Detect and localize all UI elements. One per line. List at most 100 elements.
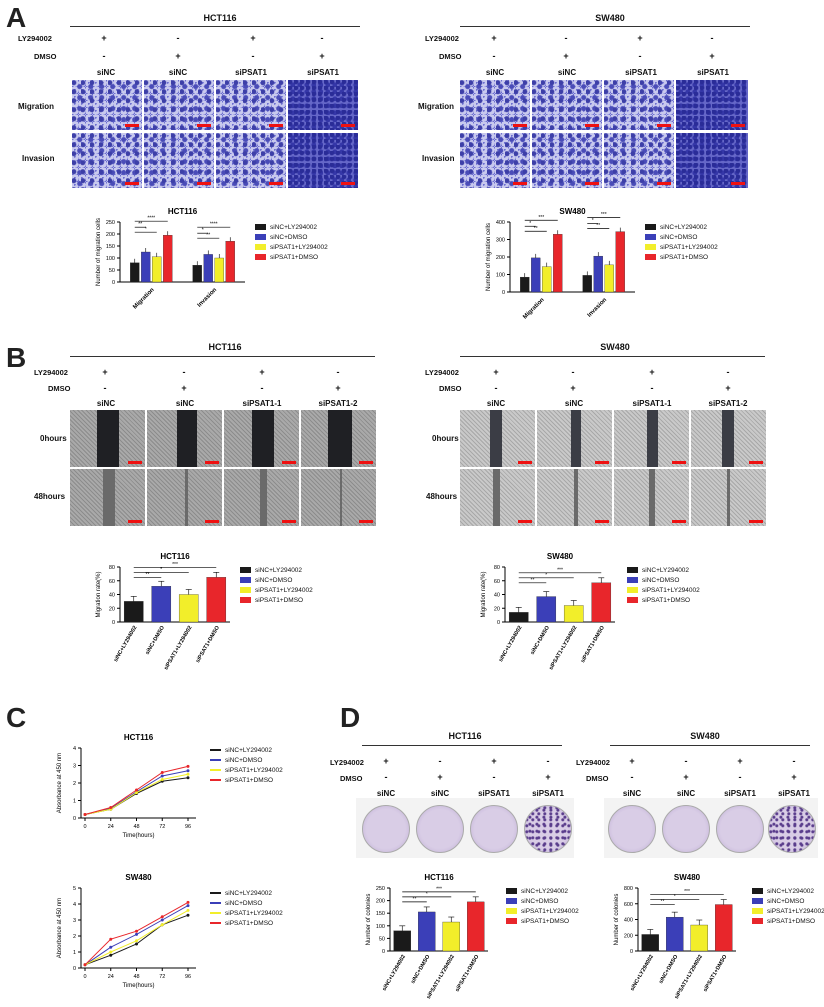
micrograph <box>532 133 602 188</box>
bar <box>715 904 733 952</box>
a-hct-dmso-sign: - <box>251 51 255 61</box>
panel-d-sw-ly-label: LY294002 <box>576 758 610 767</box>
significance-label: * <box>145 227 147 233</box>
legend-swatch <box>627 597 638 603</box>
a-hct-col-label: siPSAT1 <box>307 68 339 77</box>
micrograph <box>216 133 286 188</box>
category-label: siNC+LY294002 <box>381 954 407 992</box>
panel-letter-c: C <box>6 702 27 733</box>
legend-swatch <box>255 244 266 250</box>
category-label: siPSAT1+LY294002 <box>674 954 704 1000</box>
chart-title: SW480 <box>125 873 152 882</box>
y-tick-label: 3 <box>73 764 76 770</box>
scratch-image <box>147 410 222 467</box>
micrograph <box>144 133 214 188</box>
a-hct-ly-sign: + <box>101 33 107 43</box>
panel-d-hct-dmso-label: DMSO <box>340 774 363 783</box>
a-sw-dmso-sign: - <box>492 51 496 61</box>
b-hct-col-label: siPSAT1-2 <box>318 399 358 408</box>
panel-a-hct-ly-label: LY294002 <box>18 34 52 43</box>
significance-label: * <box>202 228 204 234</box>
y-tick-label: 40 <box>109 593 115 599</box>
y-tick-label: 4 <box>73 902 76 908</box>
colony-plate-sw480 <box>604 798 818 858</box>
d-sw-col-label: siNC <box>622 789 642 798</box>
a-sw-col-label: siNC <box>557 68 577 77</box>
data-point <box>186 772 190 776</box>
category-label: siNC+LY294002 <box>498 625 524 663</box>
legend-swatch <box>752 908 763 914</box>
b-hct-ly-sign: + <box>259 367 265 377</box>
legend-label: siNC+DMSO <box>270 233 308 241</box>
d-sw-col-label: siPSAT1 <box>724 789 756 798</box>
series-line <box>84 777 189 815</box>
bar <box>163 235 173 283</box>
legend-swatch <box>752 898 763 904</box>
y-tick-label: 4 <box>73 746 76 752</box>
b-hct-col-label: siPSAT1-1 <box>242 399 282 408</box>
significance-label: * <box>592 218 594 224</box>
bar <box>206 577 227 623</box>
d-hct-col-label: siPSAT1 <box>478 789 510 798</box>
y-tick-label: 2 <box>73 934 76 940</box>
a-hct-col-label: siNC <box>168 68 188 77</box>
micrograph <box>676 80 748 130</box>
a-sw-dmso-sign: + <box>563 51 569 61</box>
d-sw-ly-sign: - <box>792 756 796 766</box>
legend-a-sw480: siNC+LY294002 siNC+DMSO siPSAT1+LY294002… <box>645 222 718 262</box>
data-point <box>109 953 113 957</box>
panel-d-hct-rule <box>362 745 562 746</box>
legend-label: siPSAT1+LY294002 <box>521 907 579 915</box>
y-tick-label: 100 <box>106 256 115 262</box>
scratch-image <box>614 410 689 467</box>
significance-label: **** <box>147 216 155 222</box>
legend-swatch <box>752 918 763 924</box>
panel-d-sw-title: SW480 <box>690 731 720 741</box>
legend-swatch <box>240 567 251 573</box>
significance-label: * <box>160 567 162 573</box>
micrograph <box>676 133 748 188</box>
y-tick-label: 800 <box>624 886 633 892</box>
legend-label: siPSAT1+LY294002 <box>225 766 283 774</box>
data-point <box>186 776 190 780</box>
d-sw-dmso-sign: - <box>630 772 634 782</box>
data-point <box>160 774 164 778</box>
chart-title: SW480 <box>674 873 701 882</box>
y-tick-label: 20 <box>109 606 115 612</box>
legend-label: siNC+DMSO <box>767 897 805 905</box>
bar <box>604 264 614 293</box>
chart-title: HCT116 <box>168 207 198 216</box>
bar <box>615 231 625 293</box>
chart-d-hct116: HCT116 0 50 100 150 200 250 Number of colonies s… <box>366 873 488 1000</box>
legend-swatch <box>506 898 517 904</box>
data-point <box>186 764 190 768</box>
colony-dish <box>716 805 764 853</box>
b-hct-ly-sign: + <box>102 367 108 377</box>
panel-d-sw-dmso-label: DMSO <box>586 774 609 783</box>
a-hct-dmso-sign: + <box>319 51 325 61</box>
d-hct-dmso-sign: + <box>545 772 551 782</box>
scratch-image <box>70 469 145 526</box>
bar <box>508 612 529 623</box>
panel-a-hct-title: HCT116 <box>203 13 237 23</box>
bar <box>214 257 224 283</box>
bar <box>130 262 140 283</box>
d-sw-dmso-sign: - <box>738 772 742 782</box>
category-label: Invasion <box>587 297 609 319</box>
panel-b-sw-dmso-label: DMSO <box>439 384 462 393</box>
y-tick-label: 0 <box>112 620 115 626</box>
micrograph <box>288 80 358 130</box>
bar <box>542 266 552 293</box>
legend-swatch <box>752 888 763 894</box>
category-label: siPSAT1+DMSO <box>454 953 480 993</box>
d-hct-col-label: siPSAT1 <box>532 789 564 798</box>
d-sw-col-label: siNC <box>676 789 696 798</box>
b-sw-col-label: siPSAT1-1 <box>632 399 672 408</box>
panel-b-hct-ly-label: LY294002 <box>34 368 68 377</box>
a-sw-row-label: Migration <box>418 102 454 111</box>
panel-b-hct-rule <box>70 356 375 357</box>
legend-swatch <box>255 224 266 230</box>
data-point <box>160 915 164 919</box>
legend-label: siPSAT1+DMSO <box>255 596 304 604</box>
legend-label: siNC+DMSO <box>521 897 559 905</box>
